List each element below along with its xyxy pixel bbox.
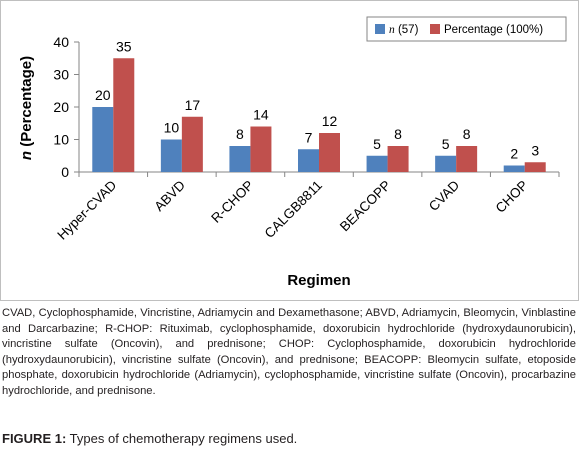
legend-label-n: n (57) [389,24,419,36]
figure-caption-label: FIGURE 1: [2,431,67,446]
bar-percentage-beacopp [387,146,409,172]
y-tick-label: 0 [61,164,69,180]
bar-n-cvad [435,155,457,172]
data-label: 2 [510,146,518,162]
bar-n-r-chop [229,146,251,172]
data-label: 35 [116,38,132,54]
chart-frame: 20 35 10 17 8 14 7 12 5 8 5 8 2 3 0 10 20 30 40 Hyper-CVAD… [0,0,579,301]
legend-label-percentage: Percentage (100%) [444,24,543,36]
x-tick-label: ABVD [151,177,188,214]
bar-percentage-r-chop [250,126,272,172]
x-tick-label: BEACOPP [337,178,394,235]
data-label: 8 [236,126,244,142]
x-tick-label: CHOP [493,178,531,216]
bar-percentage-calgb8811 [319,133,340,172]
y-tick-label: 10 [53,132,69,148]
x-tick-label: Hyper-CVAD [54,177,119,242]
data-label: 14 [253,107,269,123]
legend-box [366,16,567,42]
abbreviation-notes: CVAD, Cyclophosphamide, Vincristine, Adr… [2,307,576,397]
data-label: 17 [185,97,201,113]
legend-swatch-n [375,24,385,34]
bar-percentage-abvd [181,116,203,172]
data-label: 8 [394,126,402,142]
figure-caption-text: Types of chemotherapy regimens used. [66,431,298,446]
x-tick-label: CALGB8811 [262,178,326,242]
y-tick-label: 40 [53,34,69,50]
data-label: 10 [164,120,180,136]
data-label: 5 [442,136,450,152]
bar-n-hyper-cvad [92,107,114,172]
x-tick-label: R-CHOP [208,178,256,226]
bar-n-beacopp [366,155,388,172]
y-tick-label: 20 [53,99,69,115]
data-label: 7 [305,129,313,145]
bar-n-calgb8811 [298,149,319,172]
data-label: 5 [373,136,381,152]
data-label: 8 [463,126,471,142]
bar-percentage-chop [524,162,546,172]
figure-caption: FIGURE 1: Types of chemotherapy regimens… [2,431,576,446]
legend-label-n-count: (57) [395,24,419,36]
data-label: 12 [322,113,338,129]
x-tick-label: CVAD [426,177,463,214]
y-axis-label: n (Percentage) [18,56,35,160]
x-axis-label: Regimen [287,272,350,289]
legend-swatch-percentage [430,24,440,34]
legend-label-n-symbol: n [389,24,395,36]
bar-n-chop [503,165,525,172]
data-label: 3 [531,142,539,158]
y-tick-label: 30 [53,67,69,83]
data-label: 20 [95,87,111,103]
bar-percentage-hyper-cvad [113,58,135,172]
bar-percentage-cvad [456,146,478,172]
bar-n-abvd [160,139,182,172]
